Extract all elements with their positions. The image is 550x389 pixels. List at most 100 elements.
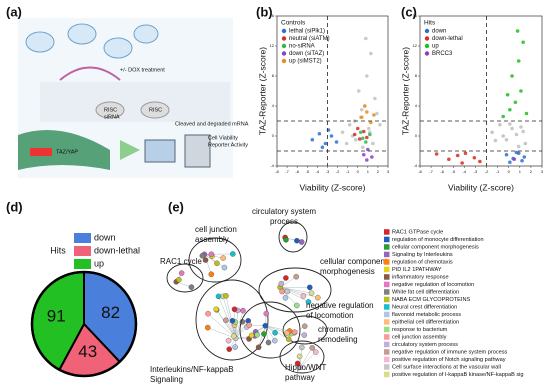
legend-swatch — [74, 233, 91, 243]
legend-swatch — [384, 296, 390, 303]
legend-swatch — [384, 356, 390, 363]
plate — [144, 139, 176, 163]
legend-label: up — [432, 44, 439, 50]
panel-label: (d) — [6, 199, 23, 214]
node — [305, 299, 312, 305]
node — [272, 337, 278, 344]
label: Cell Viability — [208, 135, 238, 141]
x-tick-label: -1 — [496, 169, 500, 174]
legend-swatch — [74, 259, 91, 269]
node — [298, 239, 305, 245]
node — [296, 353, 303, 360]
point — [340, 130, 345, 135]
label: Cleaved and degraded mRNA — [175, 121, 249, 127]
cluster-label: cellular component — [320, 257, 388, 266]
point — [323, 141, 328, 146]
point — [365, 158, 369, 162]
point — [366, 147, 370, 152]
point — [519, 89, 523, 93]
x-tick-label: -3 — [474, 169, 478, 174]
node — [199, 252, 206, 259]
cluster-outline — [258, 267, 332, 313]
x-tick-label: -3 — [326, 169, 330, 174]
legend-label: regulation of chemotaxis — [392, 259, 453, 265]
node — [226, 346, 232, 352]
legend-title: Hits — [50, 245, 66, 255]
edge — [300, 351, 316, 368]
legend-label: up — [94, 258, 104, 268]
legend-label: White fat cell differentiation — [392, 289, 459, 295]
node — [255, 344, 262, 351]
legend-swatch — [384, 236, 390, 243]
label: +/- DOX treatment — [120, 67, 165, 73]
node — [225, 337, 232, 344]
legend-label: Signaling by Interleukins — [392, 252, 453, 258]
point — [375, 111, 379, 116]
point — [360, 145, 365, 150]
point — [353, 137, 358, 142]
cluster-outline — [188, 237, 242, 283]
cluster-label: negative regulation — [306, 301, 374, 310]
x-tick-label: -8 — [275, 169, 279, 174]
panel-label: (b) — [256, 4, 273, 19]
point — [501, 134, 505, 138]
legend-swatch — [384, 274, 390, 280]
y-tick-label: 16 — [270, 13, 275, 18]
y-tick-label: 4 — [272, 103, 275, 108]
point — [508, 160, 512, 165]
y-tick-label: 0 — [272, 133, 275, 138]
x-tick-label: 0 — [508, 169, 511, 174]
cluster-outline — [166, 263, 204, 293]
point — [360, 136, 365, 141]
node — [284, 330, 290, 336]
legend-label: neutral (siATM) — [289, 36, 330, 42]
edge — [204, 254, 225, 268]
legend-marker — [424, 43, 430, 49]
x-tick-label: 3 — [541, 169, 544, 174]
node — [229, 318, 236, 324]
legend-label: down — [432, 29, 446, 35]
cluster-label: circulatory system — [252, 207, 316, 216]
point — [373, 96, 377, 101]
reader — [184, 134, 211, 168]
x-tick-label: -4 — [316, 169, 320, 174]
legend-label: down (siTAZ) — [289, 51, 324, 57]
edge — [299, 347, 313, 368]
y-tick-label: 12 — [270, 43, 275, 48]
point — [516, 144, 521, 149]
legend-label: Neural crest differentiation — [392, 304, 457, 310]
point — [472, 155, 477, 160]
point — [365, 135, 369, 140]
legend-label: response to bacterium — [392, 327, 448, 333]
node — [300, 293, 307, 299]
edge — [258, 325, 266, 348]
legend-marker — [424, 36, 430, 41]
edge — [235, 321, 243, 339]
node — [246, 322, 253, 328]
x-tick-label: -6 — [440, 169, 444, 174]
point — [364, 36, 368, 41]
edge — [280, 287, 312, 294]
cluster-label: of locomotion — [306, 311, 354, 320]
edge — [280, 287, 309, 303]
point — [521, 129, 525, 134]
point — [516, 59, 521, 63]
point — [490, 130, 494, 135]
y-tick-label: 8 — [272, 73, 275, 78]
node — [294, 302, 300, 309]
legend-label: RAC1 GTPase cycle — [392, 229, 443, 235]
point — [364, 140, 368, 144]
legend-title: Hits — [424, 20, 436, 27]
point — [434, 152, 439, 156]
legend-swatch — [384, 304, 390, 310]
point — [355, 126, 360, 131]
point — [510, 74, 514, 78]
point — [368, 132, 372, 137]
label: RISC — [149, 107, 162, 113]
point — [447, 157, 451, 162]
point — [463, 151, 468, 156]
node — [308, 290, 315, 296]
x-tick-label: 0 — [357, 169, 360, 174]
node — [294, 360, 301, 367]
